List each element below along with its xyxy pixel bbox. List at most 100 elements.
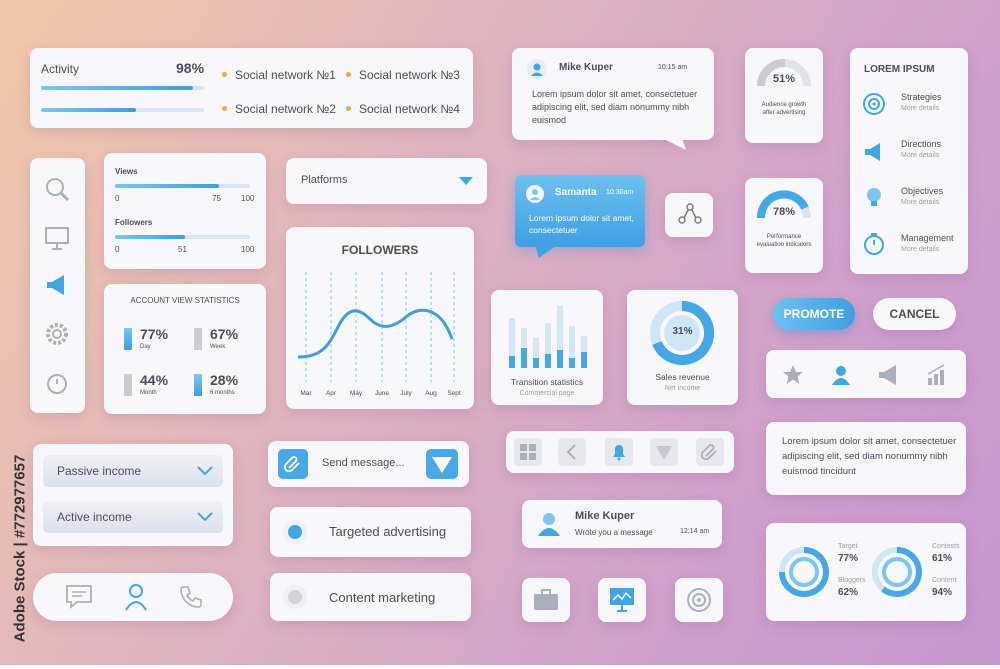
account-stats-card: ACCOUNT VIEW STATISTICS 77% Day 67% Week… bbox=[104, 284, 266, 414]
chevron[interactable] bbox=[196, 465, 214, 477]
menu-sub[interactable]: More details bbox=[901, 199, 940, 206]
dropdown-label[interactable]: Passive income bbox=[57, 464, 142, 478]
x-tick-label: Sept bbox=[447, 390, 461, 397]
x-tick-label: July bbox=[400, 390, 412, 397]
menu-item[interactable]: Management bbox=[901, 233, 954, 243]
stat-value: 77% bbox=[140, 326, 169, 342]
bullet bbox=[222, 106, 227, 111]
avatar bbox=[526, 185, 544, 203]
radio-label[interactable]: Targeted advertising bbox=[329, 524, 447, 539]
icon-chart[interactable] bbox=[926, 364, 948, 386]
x-tick-label: May bbox=[349, 390, 363, 397]
menu-sub[interactable]: More details bbox=[901, 152, 940, 159]
dropdown-label[interactable]: Platforms bbox=[301, 174, 348, 186]
icon-tile[interactable] bbox=[598, 578, 646, 622]
promote-button[interactable]: PROMOTE bbox=[773, 298, 855, 330]
icon-timer[interactable] bbox=[44, 370, 70, 396]
icon-briefcase[interactable] bbox=[533, 588, 559, 612]
menu-sub[interactable]: More details bbox=[901, 105, 940, 112]
menu-item[interactable]: Strategies bbox=[901, 92, 942, 102]
sender-name: Mike Kuper bbox=[559, 62, 613, 73]
bar-chart-icon bbox=[509, 306, 587, 368]
bubble-tail bbox=[535, 245, 557, 258]
icon-megaphone[interactable] bbox=[44, 273, 70, 299]
stat-label: Day bbox=[140, 344, 151, 350]
card-title: Sales revenue bbox=[655, 372, 710, 382]
chevron[interactable] bbox=[196, 511, 214, 523]
radio-label[interactable]: Content marketing bbox=[329, 590, 436, 605]
slider-tick: 51 bbox=[178, 245, 187, 254]
icon-target bbox=[863, 93, 885, 115]
avatar bbox=[527, 59, 547, 79]
audience-card: 51% Audience growth after advertising bbox=[745, 48, 823, 143]
progress-fill bbox=[41, 108, 136, 112]
icon-send[interactable] bbox=[650, 438, 678, 466]
menu-sub[interactable]: More details bbox=[901, 246, 940, 253]
radio-option[interactable]: Content marketing bbox=[270, 573, 471, 621]
dropdown[interactable]: Active income bbox=[43, 501, 223, 533]
icon-tile[interactable] bbox=[675, 578, 723, 622]
gauge bbox=[756, 59, 811, 87]
icon-presentation[interactable] bbox=[44, 225, 70, 251]
gauge-caption: Audience growth after advertising bbox=[761, 102, 807, 116]
attach-button[interactable] bbox=[278, 449, 308, 479]
network: Social network №1 bbox=[235, 68, 336, 82]
chat-bubble: Samanta 10:30am Lorem ipsum dolor sit am… bbox=[515, 175, 645, 258]
dropdown[interactable]: Passive income bbox=[43, 455, 223, 487]
stats-title: ACCOUNT VIEW STATISTICS bbox=[130, 296, 240, 305]
progress-fill bbox=[41, 86, 193, 90]
input-placeholder[interactable]: Send message... bbox=[322, 457, 405, 469]
donut-value: 61% bbox=[932, 553, 953, 564]
icon-phone[interactable] bbox=[179, 585, 203, 609]
icon-grid[interactable] bbox=[514, 438, 542, 466]
icon-chat[interactable] bbox=[65, 584, 93, 610]
menu-item[interactable]: Objectives bbox=[901, 186, 944, 196]
icon-star[interactable] bbox=[782, 364, 804, 386]
icon-attach[interactable] bbox=[696, 438, 724, 466]
platforms-dropdown[interactable]: Platforms bbox=[286, 158, 487, 204]
menu-item[interactable]: Directions bbox=[901, 139, 942, 149]
gauge-value: 51% bbox=[772, 73, 796, 85]
icon-megaphone bbox=[865, 143, 880, 161]
share-button[interactable] bbox=[665, 193, 713, 237]
network: Social network №3 bbox=[359, 68, 460, 82]
radio[interactable] bbox=[282, 584, 308, 610]
x-tick-label: Mar bbox=[300, 390, 312, 397]
donut bbox=[650, 300, 715, 365]
icon-monitor[interactable] bbox=[609, 587, 635, 613]
icon-share[interactable] bbox=[677, 202, 703, 228]
icon-tile[interactable] bbox=[522, 578, 570, 622]
icon-target[interactable] bbox=[686, 587, 712, 613]
icon-bar bbox=[766, 350, 966, 398]
x-tick-label: June bbox=[374, 390, 390, 397]
chat-name: Samanta bbox=[555, 187, 597, 198]
icon-back[interactable] bbox=[558, 438, 586, 466]
send-button[interactable] bbox=[426, 449, 458, 479]
dropdown-arrow[interactable] bbox=[458, 176, 474, 186]
slider-tick: 0 bbox=[115, 194, 120, 203]
message-input[interactable]: Send message... bbox=[268, 441, 469, 487]
toolbar bbox=[506, 431, 734, 473]
activity-card: Activity 98% Social network №1 Social ne… bbox=[30, 48, 473, 128]
icon-bell[interactable] bbox=[605, 438, 633, 466]
radio-option[interactable]: Targeted advertising bbox=[270, 507, 471, 557]
icon-settings[interactable] bbox=[44, 321, 70, 347]
stat-value: 28% bbox=[210, 372, 239, 388]
slider-tick: 75 bbox=[212, 194, 221, 203]
notification-time: 12:14 am bbox=[680, 528, 710, 535]
card-sub: Commercial page bbox=[519, 390, 575, 397]
dropdown-label[interactable]: Active income bbox=[57, 510, 132, 524]
cancel-button[interactable]: CANCEL bbox=[873, 298, 956, 330]
donut-label: Contests bbox=[932, 543, 960, 550]
chat-time: 10:30am bbox=[606, 189, 634, 196]
activity-label: Activity bbox=[41, 62, 80, 76]
watermark: Adobe Stock | #772977657 bbox=[11, 454, 29, 643]
bubble-tail bbox=[662, 138, 686, 150]
icon-megaphone[interactable] bbox=[877, 364, 899, 386]
icon-user[interactable] bbox=[124, 583, 148, 611]
stat-bar bbox=[194, 328, 202, 350]
icon-search[interactable] bbox=[44, 176, 70, 202]
icon-user[interactable] bbox=[830, 364, 852, 386]
radio[interactable] bbox=[282, 519, 308, 545]
slider-tick: 0 bbox=[115, 245, 120, 254]
